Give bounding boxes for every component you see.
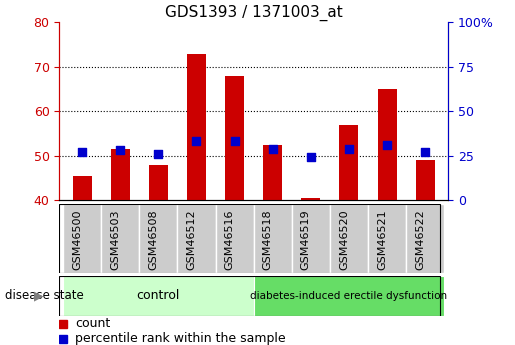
Text: GSM46522: GSM46522	[415, 209, 425, 270]
Bar	[339, 125, 358, 200]
Text: GSM46516: GSM46516	[225, 209, 234, 269]
Bar	[292, 204, 330, 273]
Bar	[111, 149, 130, 200]
Text: GSM46503: GSM46503	[110, 209, 120, 269]
Text: GSM46512: GSM46512	[186, 209, 196, 270]
Bar	[377, 89, 397, 200]
Text: count: count	[75, 317, 110, 331]
Point	[78, 149, 86, 155]
Bar	[263, 145, 282, 200]
Bar	[187, 53, 206, 200]
Bar	[330, 204, 368, 273]
Point	[383, 142, 391, 148]
Bar	[416, 160, 435, 200]
Point	[116, 148, 124, 153]
Text: GSM46520: GSM46520	[339, 209, 349, 270]
Bar	[101, 204, 139, 273]
Text: GSM46521: GSM46521	[377, 209, 387, 270]
Bar	[301, 198, 320, 200]
Text: GSM46519: GSM46519	[301, 209, 311, 270]
Bar	[139, 204, 177, 273]
Point	[345, 146, 353, 151]
Bar	[177, 204, 215, 273]
Title: GDS1393 / 1371003_at: GDS1393 / 1371003_at	[165, 5, 342, 21]
Bar	[149, 165, 168, 200]
Bar	[406, 204, 444, 273]
Text: percentile rank within the sample: percentile rank within the sample	[75, 332, 285, 345]
Bar	[253, 276, 444, 316]
Text: disease state: disease state	[5, 289, 84, 302]
Point	[230, 139, 238, 144]
Bar	[63, 276, 253, 316]
Text: GSM46500: GSM46500	[72, 209, 82, 269]
Bar	[253, 204, 292, 273]
Bar	[73, 176, 92, 200]
Text: GSM46508: GSM46508	[148, 209, 158, 270]
Text: ▶: ▶	[34, 289, 43, 302]
Text: control: control	[136, 289, 180, 302]
Text: diabetes-induced erectile dysfunction: diabetes-induced erectile dysfunction	[250, 291, 448, 301]
Point	[307, 155, 315, 160]
Point	[192, 139, 200, 144]
Bar	[225, 76, 244, 200]
Bar	[215, 204, 253, 273]
Point	[421, 149, 430, 155]
Text: GSM46518: GSM46518	[263, 209, 273, 270]
Bar	[63, 204, 101, 273]
Point	[269, 146, 277, 151]
Point	[154, 151, 162, 157]
Bar	[368, 204, 406, 273]
